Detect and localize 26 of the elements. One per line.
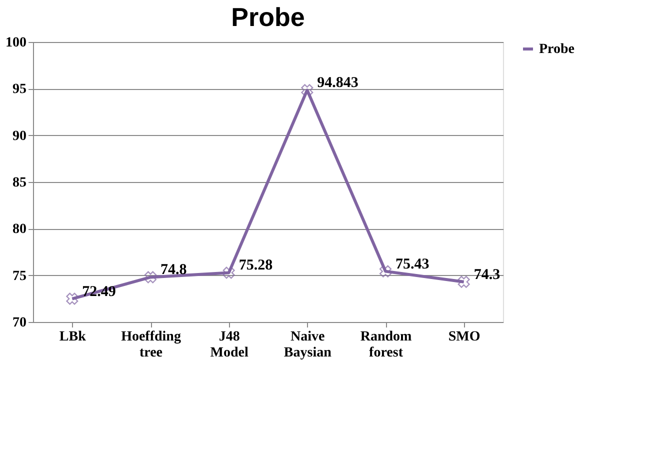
x-tick-label: Random forest <box>360 330 412 360</box>
y-tick-label: 100 <box>6 36 26 50</box>
point <box>222 266 235 279</box>
legend-label: Probe <box>539 42 575 57</box>
data-label: 74.8 <box>160 262 187 278</box>
y-tick-label: 95 <box>12 82 26 98</box>
point <box>379 265 392 278</box>
point <box>144 271 157 284</box>
y-tick-label: 70 <box>12 316 26 330</box>
point <box>301 84 314 96</box>
x-tick-label: SMO <box>448 330 480 344</box>
chart-title: Probe <box>231 2 305 32</box>
y-tick-label: 85 <box>12 176 26 190</box>
data-label: 75.28 <box>238 258 273 274</box>
x-tick-label: LBk <box>59 330 86 344</box>
point <box>66 292 78 305</box>
x-tick-label: J48 Model <box>210 330 248 360</box>
y-tick-label: 80 <box>12 222 26 238</box>
x-tick-label: Hoeffding tree <box>121 330 181 360</box>
data-label: 94.843 <box>317 75 358 92</box>
y-tick-label: 75 <box>12 268 26 284</box>
x-tick-label: Naive Baysian <box>284 330 332 360</box>
y-tick-label: 90 <box>12 128 26 144</box>
data-label: 75.43 <box>396 256 430 272</box>
point <box>458 276 470 288</box>
data-label: 74.3 <box>474 266 500 283</box>
